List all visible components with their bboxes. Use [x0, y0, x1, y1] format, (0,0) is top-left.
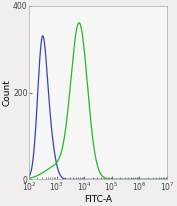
- Y-axis label: Count: Count: [2, 79, 12, 106]
- X-axis label: FITC-A: FITC-A: [84, 194, 112, 204]
